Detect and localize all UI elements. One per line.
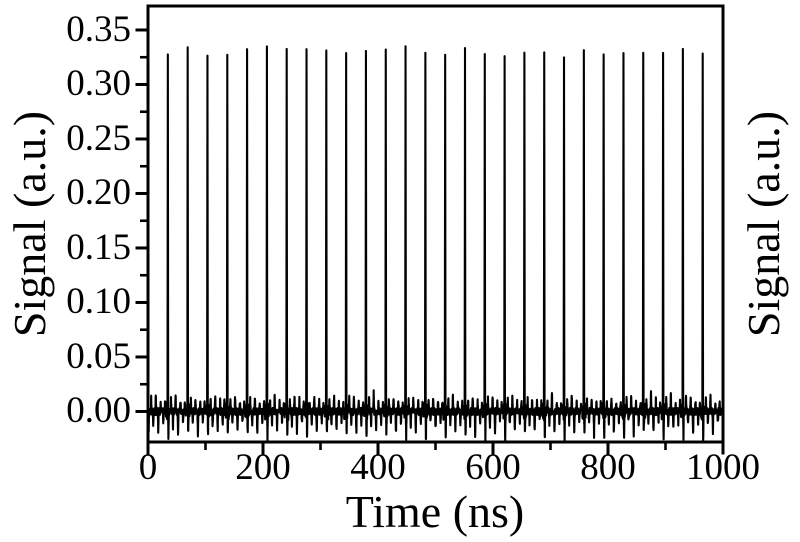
y-tick-label: 0.05 xyxy=(66,335,131,377)
y-tick-label: 0.15 xyxy=(66,226,131,268)
y-axis-label-left: Signal (a.u.) xyxy=(4,110,55,338)
y-tick-label: 0.25 xyxy=(66,117,131,159)
signal-trace xyxy=(146,45,725,443)
x-tick-label: 800 xyxy=(580,447,636,488)
x-tick-label: 200 xyxy=(235,447,291,488)
y-tick-label: 0.00 xyxy=(66,390,131,432)
x-axis-label: Time (ns) xyxy=(345,486,525,537)
x-tick-label: 0 xyxy=(138,447,158,488)
y-axis-label-right: Signal (a.u.) xyxy=(738,110,789,338)
y-tick-label: 0.20 xyxy=(66,172,131,214)
x-tick-label: 400 xyxy=(350,447,406,488)
y-tick-label: 0.35 xyxy=(66,8,131,50)
y-tick-label: 0.30 xyxy=(66,63,131,105)
x-tick-label: 1000 xyxy=(686,447,760,488)
plot-border xyxy=(146,4,725,444)
x-tick-label: 600 xyxy=(465,447,521,488)
y-tick-label: 0.10 xyxy=(66,281,131,323)
